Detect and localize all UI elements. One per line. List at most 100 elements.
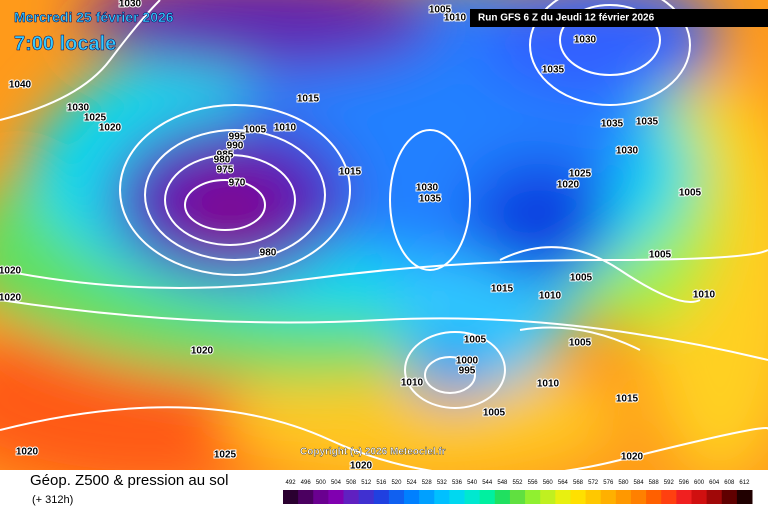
colorbar-swatch bbox=[676, 490, 692, 504]
isobar-label: 1005 bbox=[570, 273, 593, 284]
colorbar-swatch bbox=[615, 490, 632, 504]
isobar-label: 970 bbox=[229, 178, 246, 189]
colorbar-swatch bbox=[494, 490, 511, 504]
isobar-label: 1000 bbox=[456, 356, 479, 367]
colorbar-label: 496 bbox=[301, 480, 312, 486]
map-field: Run GFS 6 Z du Jeudi 12 février 2026 Mer… bbox=[0, 0, 768, 472]
run-banner bbox=[470, 9, 768, 27]
isobar-label: 1020 bbox=[99, 123, 122, 134]
isobar-labels: 1030100510101030103510401030102510201015… bbox=[0, 0, 717, 472]
colorbar-label: 552 bbox=[512, 480, 523, 486]
colorbar-swatch bbox=[661, 490, 677, 504]
colorbar-swatch bbox=[328, 490, 345, 504]
colorbar-swatch bbox=[570, 490, 587, 504]
valid-date: Mercredi 25 février 2026 bbox=[14, 9, 174, 25]
colorbar-label: 516 bbox=[376, 480, 387, 486]
isobar-label: 1015 bbox=[491, 284, 514, 295]
isobar-label: 1005 bbox=[464, 335, 487, 346]
isobar-label: 1005 bbox=[649, 250, 672, 261]
colorbar-swatch bbox=[706, 490, 723, 504]
lead-time: (+ 312h) bbox=[32, 494, 73, 506]
colorbar-swatch bbox=[449, 490, 466, 504]
colorbar-label: 504 bbox=[331, 480, 342, 486]
isobar-label: 1015 bbox=[297, 94, 320, 105]
colorbar-label: 544 bbox=[482, 480, 493, 486]
colorbar-label: 600 bbox=[694, 480, 705, 486]
isobar-label: 995 bbox=[459, 366, 476, 377]
isobar-label: 980 bbox=[260, 248, 277, 259]
isobar-label: 1020 bbox=[16, 447, 39, 458]
isobar-label: 1020 bbox=[191, 346, 214, 357]
isobar-label: 1020 bbox=[350, 461, 373, 472]
isobar-label: 990 bbox=[227, 141, 244, 152]
colorbar-label: 512 bbox=[361, 480, 372, 486]
colorbar-label: 560 bbox=[543, 480, 554, 486]
isobar-label: 1025 bbox=[214, 450, 237, 461]
copyright: Copyright (c) 2026 Meteociel.fr bbox=[300, 447, 446, 458]
colorbar-swatch bbox=[358, 490, 375, 504]
colorbar-swatch bbox=[388, 490, 405, 504]
isobar-label: 1010 bbox=[537, 379, 560, 390]
colorbar-label: 536 bbox=[452, 480, 463, 486]
isobar-label: 1020 bbox=[0, 293, 22, 304]
colorbar-label: 524 bbox=[407, 480, 418, 486]
colorbar-swatch bbox=[298, 490, 314, 504]
isobar-label: 1015 bbox=[339, 167, 362, 178]
colorbar-label: 532 bbox=[437, 480, 448, 486]
colorbar-label: 608 bbox=[724, 480, 735, 486]
isobar-label: 985 bbox=[217, 150, 234, 161]
colorbar-swatch bbox=[419, 490, 435, 504]
isobar-label: 1030 bbox=[416, 183, 439, 194]
colorbar-label: 568 bbox=[573, 480, 584, 486]
isobar-label: 1020 bbox=[557, 180, 580, 191]
colorbar-label: 564 bbox=[558, 480, 569, 486]
isobar-label: 1035 bbox=[636, 117, 659, 128]
isobar-label: 1035 bbox=[542, 65, 565, 76]
colorbar-label: 592 bbox=[664, 480, 675, 486]
isobar-label: 1020 bbox=[0, 266, 22, 277]
isobar-label: 1030 bbox=[616, 146, 639, 157]
isobar-label: 1030 bbox=[119, 0, 142, 10]
isobar-label: 1025 bbox=[84, 113, 107, 124]
colorbar-swatch bbox=[373, 490, 390, 504]
colorbar-label: 596 bbox=[679, 480, 690, 486]
colorbar-label: 540 bbox=[467, 480, 478, 486]
isobar-label: 1005 bbox=[679, 188, 702, 199]
colorbar-swatch bbox=[283, 490, 299, 504]
isobar-label: 1030 bbox=[574, 35, 597, 46]
colorbar-label: 604 bbox=[709, 480, 720, 486]
colorbar-label: 492 bbox=[286, 480, 297, 486]
colorbar: 492 496 500 504 508 512 516 520 524 528 532 536 540 5… bbox=[283, 480, 753, 504]
isobar-lines bbox=[0, 0, 768, 470]
isobar-label: 980 bbox=[214, 155, 231, 166]
colorbar-swatch bbox=[525, 490, 541, 504]
isobar-label: 1030 bbox=[67, 103, 90, 114]
isobar-label: 1020 bbox=[621, 452, 644, 463]
isobar-label: 1040 bbox=[9, 80, 32, 91]
isobar-label: 1005 bbox=[244, 125, 267, 136]
isobar-label: 1035 bbox=[601, 119, 624, 130]
colorbar-label: 520 bbox=[391, 480, 402, 486]
colorbar-label: 584 bbox=[634, 480, 645, 486]
isobar-label: 1010 bbox=[693, 290, 716, 301]
colorbar-label: 528 bbox=[422, 480, 433, 486]
colorbar-swatch bbox=[646, 490, 662, 504]
colorbar-swatch bbox=[691, 490, 708, 504]
colorbar-swatch bbox=[736, 490, 753, 504]
isobar-label: 1010 bbox=[539, 291, 562, 302]
colorbar-swatch bbox=[434, 490, 450, 504]
isobar-label: 1005 bbox=[429, 5, 452, 16]
isobar-label: 1025 bbox=[569, 169, 592, 180]
colorbar-swatch bbox=[630, 490, 647, 504]
isobar-label: 1010 bbox=[401, 378, 424, 389]
colorbar-label: 612 bbox=[739, 480, 750, 486]
isobar-label: 1010 bbox=[274, 123, 297, 134]
colorbar-swatch bbox=[313, 490, 329, 504]
colorbar-swatch bbox=[464, 490, 481, 504]
colorbar-label: 548 bbox=[497, 480, 508, 486]
colorbar-label: 576 bbox=[603, 480, 614, 486]
colorbar-swatch bbox=[404, 490, 420, 504]
isobar-label: 1035 bbox=[419, 194, 442, 205]
colorbar-swatch bbox=[555, 490, 571, 504]
